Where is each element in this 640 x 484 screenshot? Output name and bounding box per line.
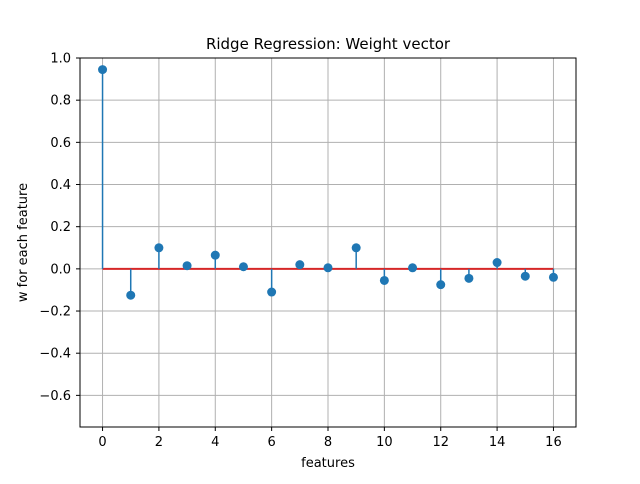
stem-marker xyxy=(351,243,361,253)
stem-marker xyxy=(182,261,192,271)
stem-marker xyxy=(408,263,418,273)
y-tick-label: 0.0 xyxy=(50,262,71,277)
stem-marker xyxy=(548,272,558,282)
stem-marker xyxy=(154,243,164,253)
stem-marker xyxy=(323,263,333,273)
x-tick-label: 8 xyxy=(324,435,332,450)
x-tick-label: 4 xyxy=(211,435,219,450)
stem-marker xyxy=(267,287,277,297)
y-tick-label: 1.0 xyxy=(50,52,71,67)
stem-marker xyxy=(520,271,530,281)
y-axis-ticks: −0.6 −0.4 −0.2 0.0 0.2 0.4 0.6 0.8 1.0 xyxy=(39,52,80,404)
stem-marker xyxy=(210,250,220,260)
stem-marker xyxy=(295,260,305,270)
x-tick-label: 10 xyxy=(376,435,393,450)
y-tick-label: −0.6 xyxy=(39,389,71,404)
y-tick-label: 0.2 xyxy=(50,220,71,235)
y-tick-label: −0.4 xyxy=(39,347,71,362)
x-tick-label: 12 xyxy=(432,435,449,450)
x-axis-ticks: 0 2 4 6 8 10 12 14 16 xyxy=(98,427,562,450)
x-axis-label: features xyxy=(301,456,355,471)
x-tick-label: 14 xyxy=(489,435,506,450)
y-tick-label: 0.8 xyxy=(50,94,71,109)
x-tick-label: 16 xyxy=(545,435,562,450)
y-tick-label: −0.2 xyxy=(39,305,71,320)
x-tick-label: 2 xyxy=(155,435,163,450)
stem-marker xyxy=(126,290,136,300)
stem-markers xyxy=(98,65,558,300)
x-tick-label: 6 xyxy=(267,435,275,450)
stem-marker xyxy=(98,65,108,75)
y-tick-label: 0.6 xyxy=(50,136,71,151)
x-tick-label: 0 xyxy=(98,435,106,450)
stem-marker xyxy=(238,262,248,272)
y-axis-label: w for each feature xyxy=(16,183,31,302)
stem-marker xyxy=(492,258,502,268)
chart-title: Ridge Regression: Weight vector xyxy=(206,35,451,53)
stem-marker xyxy=(436,280,446,290)
stem-marker xyxy=(379,275,389,285)
y-tick-label: 0.4 xyxy=(50,178,71,193)
stem-marker xyxy=(464,273,474,283)
